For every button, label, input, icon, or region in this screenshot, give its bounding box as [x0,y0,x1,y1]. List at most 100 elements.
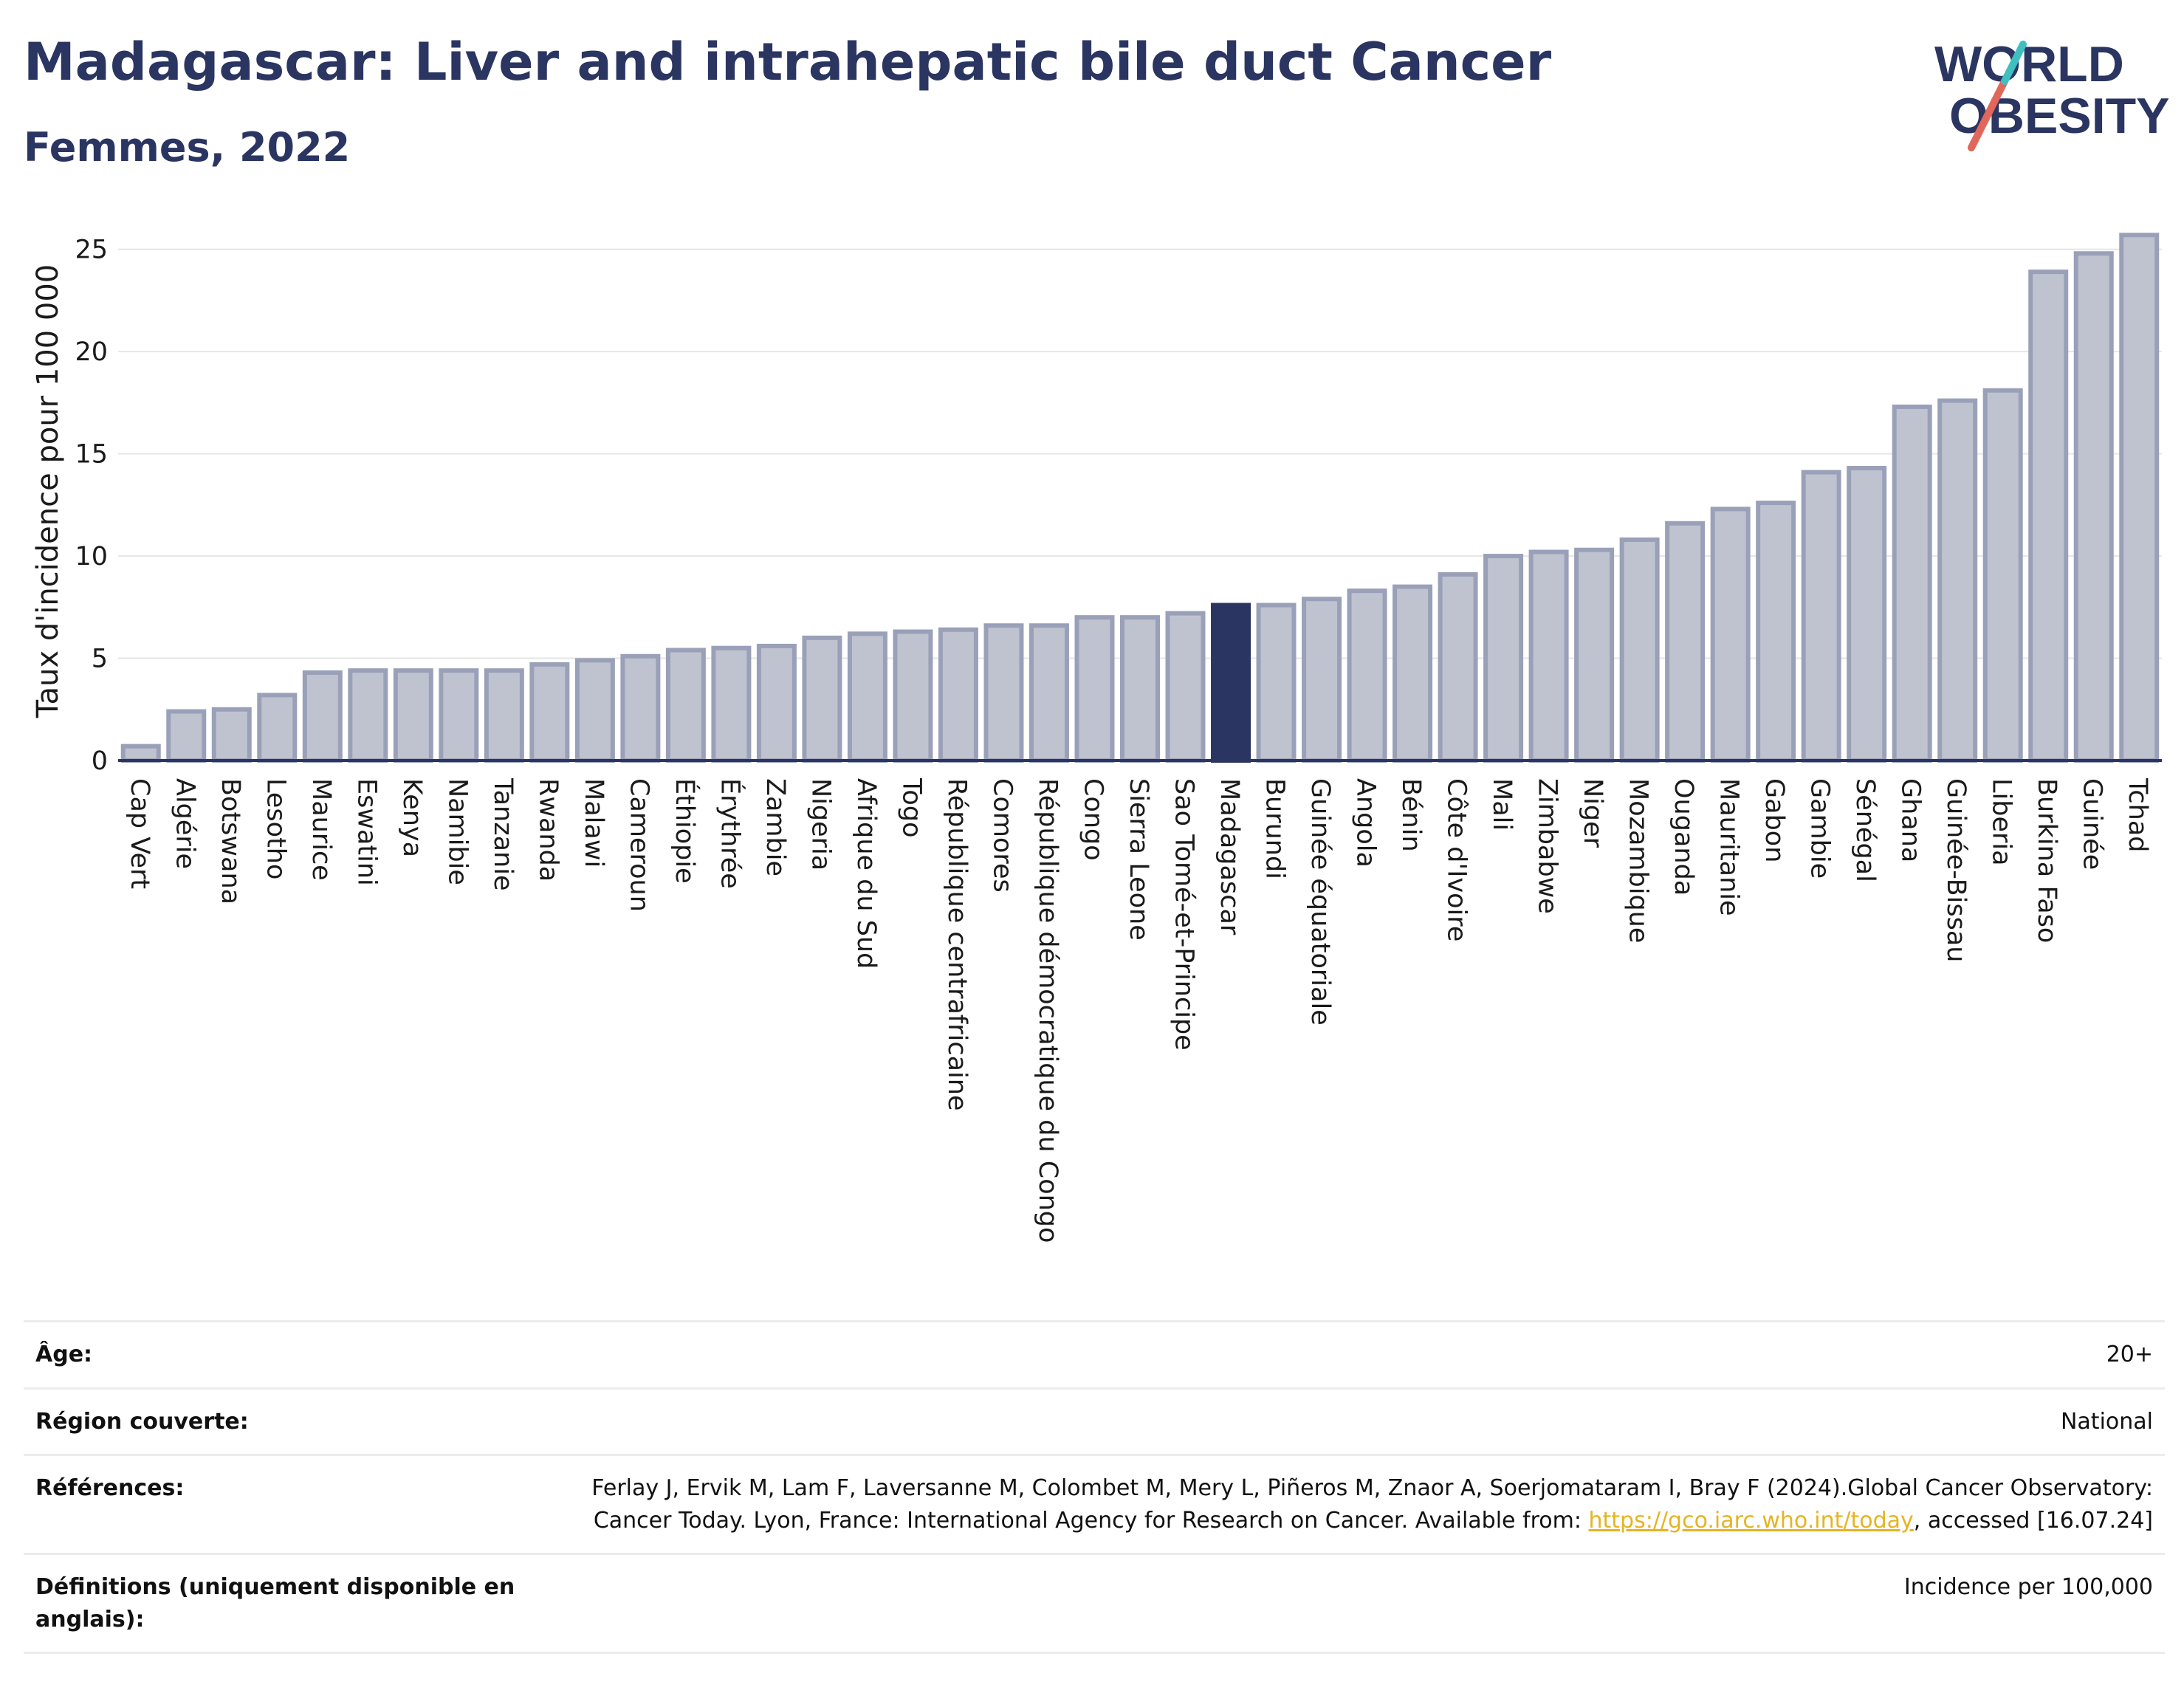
x-tick-label: Zimbabwe [1533,778,1562,914]
meta-value: Ferlay J, Ervik M, Lam F, Laversanne M, … [566,1472,2153,1537]
meta-key: Âge: [35,1342,93,1367]
bar-r-publique-centrafricaine [938,627,978,763]
bar-comores [983,623,1024,763]
bar-zambie [756,643,797,763]
y-axis-ticks: 0 5 10 15 20 25 [75,236,108,776]
y-tick-label: 0 [92,746,108,776]
x-tick-label: Sao Tomé-et-Principe [1170,778,1199,1051]
meta-row-references: Références: Ferlay J, Ervik M, Lam F, La… [24,1454,2165,1553]
meta-row-age: Âge: 20+ [24,1320,2165,1387]
bar-guin-e-bissau [1937,398,1978,763]
x-tick-label: Togo [896,777,926,837]
bar-liberia [1982,388,2023,763]
x-tick-label: Bénin [1396,778,1426,852]
bar-congo [1074,615,1115,763]
bar-togo [893,629,933,763]
bar-kenya [393,668,433,763]
x-tick-label: Lesotho [261,778,290,879]
meta-key: Définitions (uniquement disponible en an… [35,1574,515,1633]
x-tick-label: Gambie [1805,778,1835,879]
bar-lesotho [257,693,298,763]
x-tick-label: Érythrée [715,778,746,889]
x-tick-label: Tchad [2123,777,2152,853]
x-tick-label: République démocratique du Congo [1033,778,1062,1243]
bar-cameroun [620,653,661,763]
bar-botswana [211,707,252,763]
x-tick-label: Angola [1351,778,1381,868]
logo-slash-red [1968,78,2008,151]
x-tick-label: Ouganda [1669,778,1698,896]
y-tick-label: 5 [92,645,108,674]
x-tick-label: République centrafricaine [942,778,972,1111]
bar-namibie [439,668,479,763]
x-tick-label: Botswana [216,778,245,904]
bar-malawi [574,658,615,763]
y-tick-label: 15 [75,440,108,470]
bar-gambie [1801,470,1841,763]
x-tick-label: Maurice [306,778,336,881]
reference-accessed: , accessed [16.07.24] [1913,1507,2153,1534]
bar-cap-vert [120,744,161,763]
x-tick-label: Comores [987,778,1017,893]
chart-title: Madagascar: Liver and intrahepatic bile … [24,32,1552,92]
x-tick-label: Mali [1487,778,1517,831]
meta-value: 20+ [2106,1342,2153,1367]
x-tick-label: Côte d'Ivoire [1442,778,1472,941]
bar-c-te-d-ivoire [1438,572,1478,763]
y-tick-label: 25 [75,236,108,265]
bar-ouganda [1665,521,1706,763]
bar-sierra-leone [1120,615,1160,763]
metadata-table: Âge: 20+ Région couverte: National Référ… [24,1320,2165,1654]
x-tick-label: Zambie [760,778,790,876]
x-tick-label: Mozambique [1624,778,1653,943]
bar-mauritanie [1710,507,1751,763]
x-tick-label: Guinée équatoriale [1305,778,1335,1026]
reference-text: Ferlay J, Ervik M, Lam F, Laversanne M, … [591,1475,2153,1534]
world-obesity-logo: WORLD OBESITY [1934,36,2170,151]
bar-chart: 0 5 10 15 20 25 Cap Vert Algérie Botswana Lesoth… [31,233,2162,1243]
x-tick-label: Congo [1078,778,1108,861]
x-tick-label: Éthiopie [670,778,701,884]
x-tick-label: Guinée-Bissau [1941,778,1971,963]
x-tick-label: Ghana [1896,778,1926,862]
bar-gabon [1756,501,1796,763]
bar-tanzanie [484,668,524,763]
bar-nigeria [802,635,842,763]
bar-zimbabwe [1528,549,1569,763]
chart-subtitle: Femmes, 2022 [24,124,351,171]
bar-ghana [1892,404,1932,763]
x-tick-label: Cap Vert [125,778,154,889]
reference-link[interactable]: https://gco.iarc.who.int/today [1588,1507,1914,1534]
bar-guin-e [2073,251,2114,763]
bar-afrique-du-sud [847,631,887,763]
bar-guin-e-quatoriale [1302,597,1342,763]
bar-s-n-gal [1847,466,1887,763]
bar-niger [1574,547,1615,763]
bar--rythr-e [711,645,752,763]
y-tick-label: 10 [75,542,108,571]
bar-mali [1483,554,1524,763]
bar-alg-rie [166,709,207,763]
x-tick-label: Kenya [397,778,427,857]
x-tick-label: Burundi [1260,778,1290,879]
x-tick-label: Rwanda [533,778,563,882]
bar-rwanda [529,662,570,763]
x-tick-label: Tanzanie [488,777,518,890]
meta-key: Région couverte: [35,1408,249,1435]
bar-maurice [302,670,343,763]
y-axis-label: Taux d'incidence pour 100 000 [31,264,65,718]
logo-slash-teal [2001,41,2027,85]
x-tick-label: Afrique du Sud [851,778,881,969]
x-tick-label: Madagascar [1215,778,1244,935]
meta-value: National [2060,1408,2153,1435]
logo-line1: WORLD [1934,36,2124,92]
bar-eswatini [348,668,388,763]
x-tick-label: Namibie [442,778,472,885]
bar-b-nin [1393,584,1433,763]
bar-burkina-faso [2028,269,2069,763]
x-tick-label: Cameroun [624,778,653,912]
bar-madagascar [1211,602,1251,763]
meta-row-definitions: Définitions (uniquement disponible en an… [24,1553,2165,1654]
x-tick-label: Niger [1578,778,1607,848]
bar-angola [1347,588,1387,763]
